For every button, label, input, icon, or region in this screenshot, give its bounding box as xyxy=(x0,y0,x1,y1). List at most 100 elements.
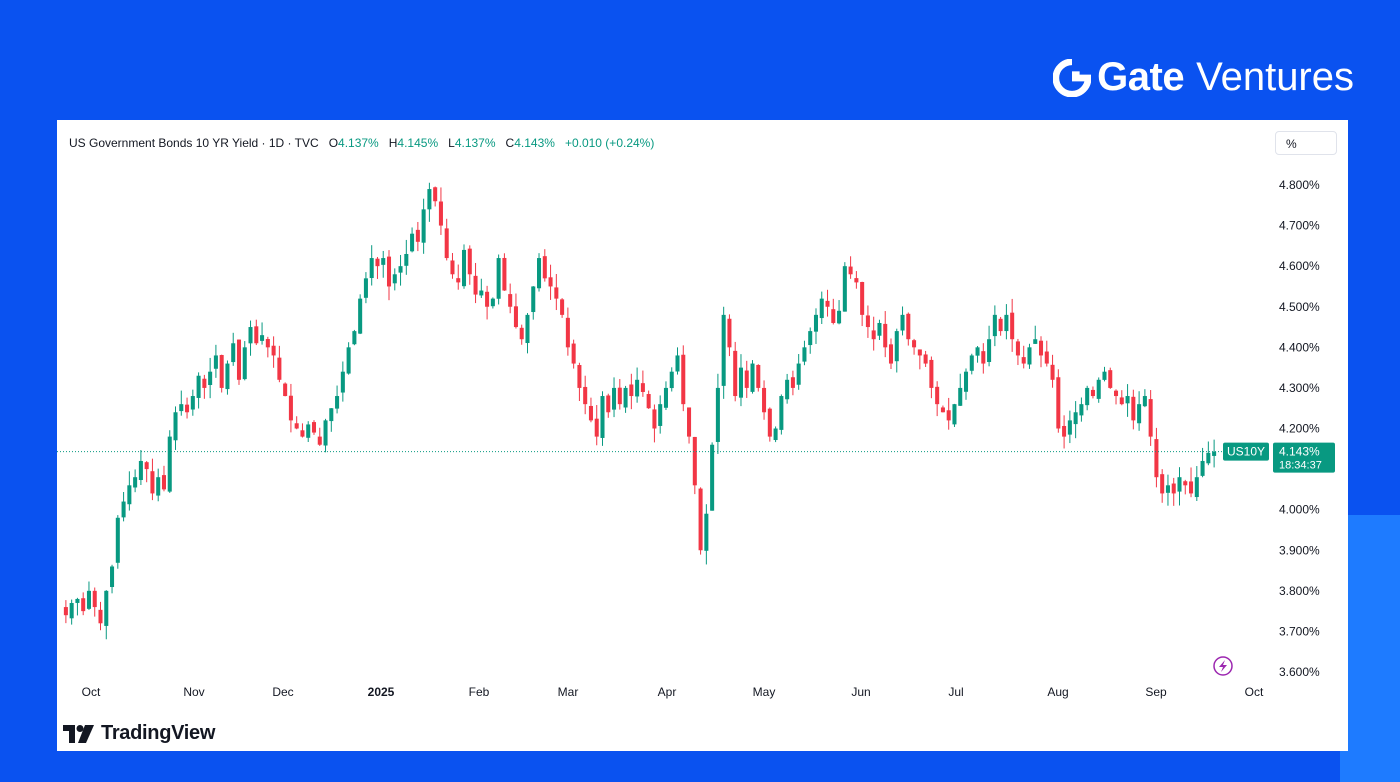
candle-body[interactable] xyxy=(433,187,438,202)
candle-body[interactable] xyxy=(617,387,622,405)
candle-body[interactable] xyxy=(1044,351,1049,364)
candle-body[interactable] xyxy=(473,275,478,295)
candle-body[interactable] xyxy=(1096,379,1101,399)
candle-body[interactable] xyxy=(421,209,426,243)
candle-body[interactable] xyxy=(629,384,634,397)
candle-body[interactable] xyxy=(208,371,213,386)
candle-body[interactable] xyxy=(133,477,138,488)
candle-body[interactable] xyxy=(225,363,230,390)
candle-body[interactable] xyxy=(663,387,668,408)
candle-body[interactable] xyxy=(410,233,415,252)
candle-body[interactable] xyxy=(825,300,830,307)
candle-body[interactable] xyxy=(415,229,420,242)
candle-body[interactable] xyxy=(785,379,790,400)
candle-body[interactable] xyxy=(196,375,201,398)
candle-body[interactable] xyxy=(404,253,409,266)
candle-body[interactable] xyxy=(940,407,945,413)
candle-body[interactable] xyxy=(231,343,236,363)
candle-body[interactable] xyxy=(288,395,293,421)
candle-body[interactable] xyxy=(790,377,795,388)
candle-body[interactable] xyxy=(156,477,161,496)
candle-body[interactable] xyxy=(779,396,784,430)
candle-body[interactable] xyxy=(75,598,80,603)
candle-body[interactable] xyxy=(1021,357,1026,364)
candle-body[interactable] xyxy=(531,286,536,313)
candle-body[interactable] xyxy=(877,322,882,336)
candle-body[interactable] xyxy=(1108,370,1113,388)
candle-body[interactable] xyxy=(1148,399,1153,437)
candle-body[interactable] xyxy=(386,256,392,287)
candle-body[interactable] xyxy=(1119,397,1124,405)
candle-body[interactable] xyxy=(560,299,565,315)
candle-body[interactable] xyxy=(981,351,986,364)
candle-body[interactable] xyxy=(1067,420,1072,435)
candle-body[interactable] xyxy=(542,256,547,279)
candle-body[interactable] xyxy=(1160,474,1165,494)
candle-body[interactable] xyxy=(306,424,311,438)
candle-body[interactable] xyxy=(537,258,542,289)
candle-body[interactable] xyxy=(461,249,467,287)
candle-body[interactable] xyxy=(98,609,103,624)
candle-body[interactable] xyxy=(1050,364,1055,380)
candle-body[interactable] xyxy=(837,310,842,324)
candle-body[interactable] xyxy=(692,436,697,486)
candle-body[interactable] xyxy=(900,314,905,331)
candle-body[interactable] xyxy=(1183,481,1188,486)
candle-body[interactable] xyxy=(819,298,824,319)
candle-body[interactable] xyxy=(750,363,755,392)
candle-body[interactable] xyxy=(508,294,513,307)
candle-body[interactable] xyxy=(583,386,588,405)
lightning-icon[interactable] xyxy=(1213,656,1233,676)
candle-body[interactable] xyxy=(565,317,570,348)
candle-body[interactable] xyxy=(808,331,813,346)
candle-body[interactable] xyxy=(427,189,432,210)
candle-body[interactable] xyxy=(121,501,126,518)
candle-body[interactable] xyxy=(1073,412,1078,425)
candle-body[interactable] xyxy=(906,313,911,340)
candle-body[interactable] xyxy=(646,394,651,409)
candle-body[interactable] xyxy=(1189,481,1194,494)
candle-body[interactable] xyxy=(450,260,455,275)
candle-body[interactable] xyxy=(1212,451,1217,456)
candle-body[interactable] xyxy=(265,339,270,348)
candle-body[interactable] xyxy=(802,347,807,362)
candle-body[interactable] xyxy=(179,404,184,412)
candle-body[interactable] xyxy=(946,410,951,421)
candle-body[interactable] xyxy=(81,598,86,612)
candle-body[interactable] xyxy=(992,314,997,337)
candle-body[interactable] xyxy=(733,350,738,397)
candle-body[interactable] xyxy=(260,335,265,341)
candle-body[interactable] xyxy=(1079,404,1084,416)
candle-body[interactable] xyxy=(311,422,317,433)
candle-body[interactable] xyxy=(571,343,576,364)
candle-body[interactable] xyxy=(173,412,178,441)
candle-body[interactable] xyxy=(669,371,674,389)
candle-body[interactable] xyxy=(842,266,847,312)
candle-body[interactable] xyxy=(144,462,149,470)
candle-body[interactable] xyxy=(738,367,743,398)
candle-body[interactable] xyxy=(675,355,680,372)
candle-body[interactable] xyxy=(606,395,611,413)
candle-body[interactable] xyxy=(294,423,299,429)
candle-body[interactable] xyxy=(358,298,363,334)
candlestick-chart[interactable]: 4.800% 4.700% 4.600% 4.500% 4.400% 4.300% 4.20… xyxy=(57,120,1348,751)
candle-body[interactable] xyxy=(92,590,97,608)
candle-body[interactable] xyxy=(86,590,91,609)
candle-body[interactable] xyxy=(369,258,374,279)
candle-body[interactable] xyxy=(340,371,345,393)
candle-body[interactable] xyxy=(935,386,940,405)
candle-body[interactable] xyxy=(1165,485,1170,493)
candle-body[interactable] xyxy=(490,298,495,307)
candle-body[interactable] xyxy=(1125,396,1130,404)
candle-body[interactable] xyxy=(161,475,166,490)
candle-body[interactable] xyxy=(652,409,657,429)
candle-body[interactable] xyxy=(704,513,709,551)
candle-body[interactable] xyxy=(1177,477,1182,492)
candle-body[interactable] xyxy=(525,314,530,344)
candle-body[interactable] xyxy=(63,607,68,616)
candle-body[interactable] xyxy=(444,228,449,259)
candle-body[interactable] xyxy=(467,248,472,275)
candle-body[interactable] xyxy=(127,485,132,505)
candle-body[interactable] xyxy=(110,566,115,588)
candle-body[interactable] xyxy=(300,430,305,437)
